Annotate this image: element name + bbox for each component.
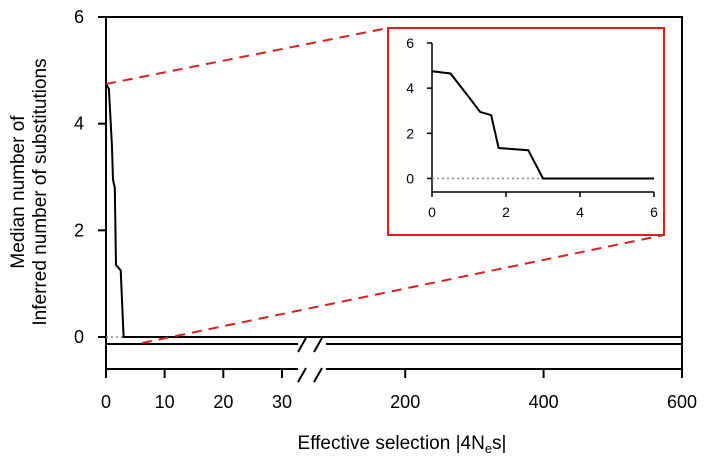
inset-y-tick-label: 6 bbox=[406, 35, 414, 51]
inset-x-tick-label: 4 bbox=[576, 204, 584, 220]
x-tick-label: 400 bbox=[529, 392, 559, 412]
x-tick-label: 20 bbox=[213, 392, 233, 412]
main-plot-area bbox=[105, 83, 682, 338]
x-axis-title-suffix: s| bbox=[492, 433, 506, 454]
inset-frame bbox=[387, 27, 665, 236]
x-tick-label: 600 bbox=[667, 392, 697, 412]
axis-break-gap bbox=[298, 336, 326, 378]
x-tick-label: 200 bbox=[390, 392, 420, 412]
zoom-connector-lines bbox=[105, 27, 665, 344]
main-series-line bbox=[105, 83, 682, 338]
inset-x-tick-label: 2 bbox=[502, 204, 510, 220]
inset-series-line bbox=[431, 70, 654, 180]
inset-plot-area: 0 2 4 6 0 2 4 6 bbox=[406, 35, 658, 220]
x-tick-label: 10 bbox=[155, 392, 175, 412]
y-axis-title-line2: Inferred number of substitutions bbox=[30, 58, 51, 325]
y-tick-label: 6 bbox=[74, 7, 84, 27]
y-axis-title-line1: Median number of bbox=[8, 115, 29, 269]
inset-y-tick-label: 4 bbox=[406, 80, 414, 96]
zoom-line-bottom bbox=[141, 234, 665, 344]
y-tick-label: 2 bbox=[74, 220, 84, 240]
inset-x-tick-label: 6 bbox=[650, 204, 658, 220]
x-axis-title-prefix: Effective selection |4N bbox=[298, 433, 485, 454]
inset-x-tick-label: 0 bbox=[428, 204, 436, 220]
x-axis-title: Effective selection |4Nes| bbox=[298, 433, 507, 456]
inset-y-tick-label: 0 bbox=[406, 170, 414, 186]
y-tick-label: 4 bbox=[74, 114, 84, 134]
x-axis-title-subscript: e bbox=[485, 441, 492, 456]
inset-y-tick-label: 2 bbox=[406, 125, 414, 141]
x-tick-label: 30 bbox=[272, 392, 292, 412]
x-tick-label: 0 bbox=[101, 392, 111, 412]
axis-break-marks bbox=[297, 337, 323, 383]
zoom-line-top bbox=[105, 27, 389, 85]
main-plot-frame bbox=[105, 16, 683, 370]
y-tick-label: 0 bbox=[74, 327, 84, 347]
